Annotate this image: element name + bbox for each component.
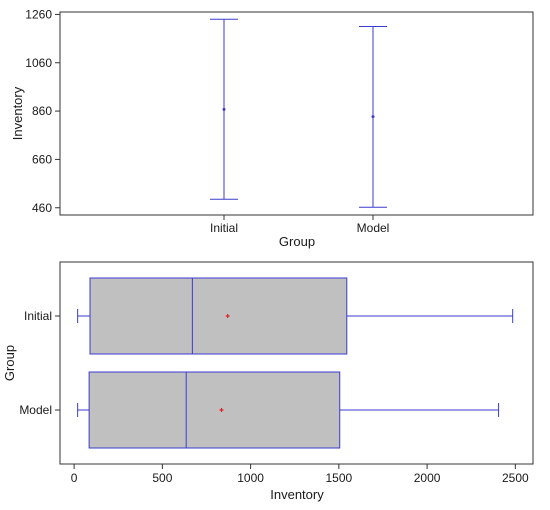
interval-marks (210, 18, 387, 208)
box-marks (77, 277, 514, 449)
interval-y-tick-label: 460 (32, 201, 52, 215)
box-x-tick-label: 1500 (326, 471, 353, 485)
box-x-tick-label: 500 (152, 471, 172, 485)
interval-mean-point (371, 115, 375, 119)
box-plot-frame (59, 261, 534, 465)
box-y-axis: Initial Model (19, 309, 60, 417)
interval-y-tick-label: 1260 (25, 7, 52, 21)
interval-x-axis: Initial Model (210, 215, 389, 235)
box-iqr (89, 277, 348, 355)
box-x-tick-label: 1000 (237, 471, 264, 485)
interval-x-tick-label: Model (357, 221, 390, 235)
box-x-tick-label: 2500 (502, 471, 529, 485)
interval-y-tick-label: 860 (32, 104, 52, 118)
box-x-tick-label: 2000 (414, 471, 441, 485)
box-x-tick-label: 0 (71, 471, 78, 485)
interval-y-axis: 460 660 860 1060 1260 (25, 7, 60, 215)
box-y-axis-title: Group (2, 345, 17, 381)
interval-mean-point (222, 107, 226, 111)
interval-y-tick-label: 660 (32, 152, 52, 166)
box-x-axis: 0 500 1000 1500 2000 2500 (71, 464, 529, 485)
box-iqr (88, 371, 341, 449)
interval-x-axis-title: Group (279, 234, 315, 249)
box-y-tick-label: Model (19, 403, 52, 417)
box-x-axis-title: Inventory (270, 487, 324, 502)
interval-plot-frame (59, 11, 534, 216)
interval-x-tick-label: Initial (210, 221, 238, 235)
box-y-tick-label: Initial (24, 309, 52, 323)
interval-chart: 460 660 860 1060 1260 Initial Model Inventory… (10, 7, 534, 249)
interval-y-axis-title: Inventory (10, 86, 25, 140)
interval-y-tick-label: 1060 (25, 56, 52, 70)
